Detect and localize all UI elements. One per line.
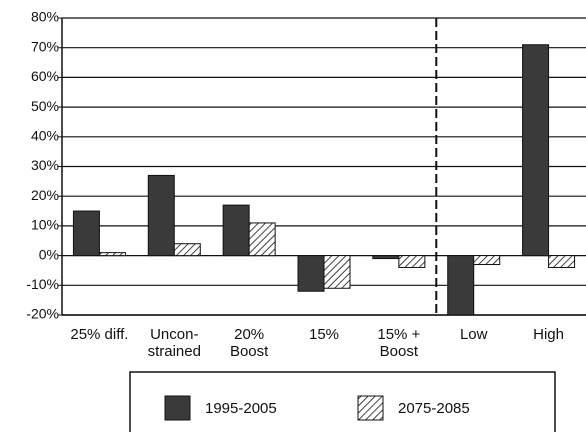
bar [398,255,426,268]
legend-label: 1995-2005 [205,400,277,417]
y-tick-label: -20% [26,306,59,322]
x-tick-label: 25% diff. [70,326,129,343]
y-tick-label: 70% [31,38,59,54]
y-tick-label: 50% [31,98,59,114]
bar [98,252,126,257]
bar [447,255,475,316]
x-tick-label: 15% [308,326,340,343]
legend-swatch [357,395,384,421]
bar [372,255,400,260]
legend-label: 2075-2085 [398,400,470,417]
x-tick-label: 15% + Boost [377,326,421,360]
bar [72,210,100,257]
y-tick-label: 30% [31,157,59,173]
x-tick-label: Uncon- strained [147,326,201,360]
bar [548,255,576,268]
bar [222,204,250,257]
bar [297,255,325,292]
legend-box [129,371,556,432]
y-tick-label: 80% [31,9,59,25]
y-tick-label: 0% [39,246,59,262]
y-tick-label: 10% [31,217,59,233]
bar [173,243,201,257]
x-tick-label: High [533,326,564,343]
x-tick-label: Low [459,326,488,343]
y-tick-label: 20% [31,187,59,203]
bar [522,44,550,257]
legend-swatch [164,395,191,421]
bar [323,255,351,289]
y-tick-label: -10% [26,276,59,292]
y-tick-label: 60% [31,68,59,84]
bar [147,174,175,257]
bar [248,222,276,257]
bar [473,255,501,266]
x-tick-label: 20% Boost [229,326,269,360]
y-tick-label: 40% [31,128,59,144]
